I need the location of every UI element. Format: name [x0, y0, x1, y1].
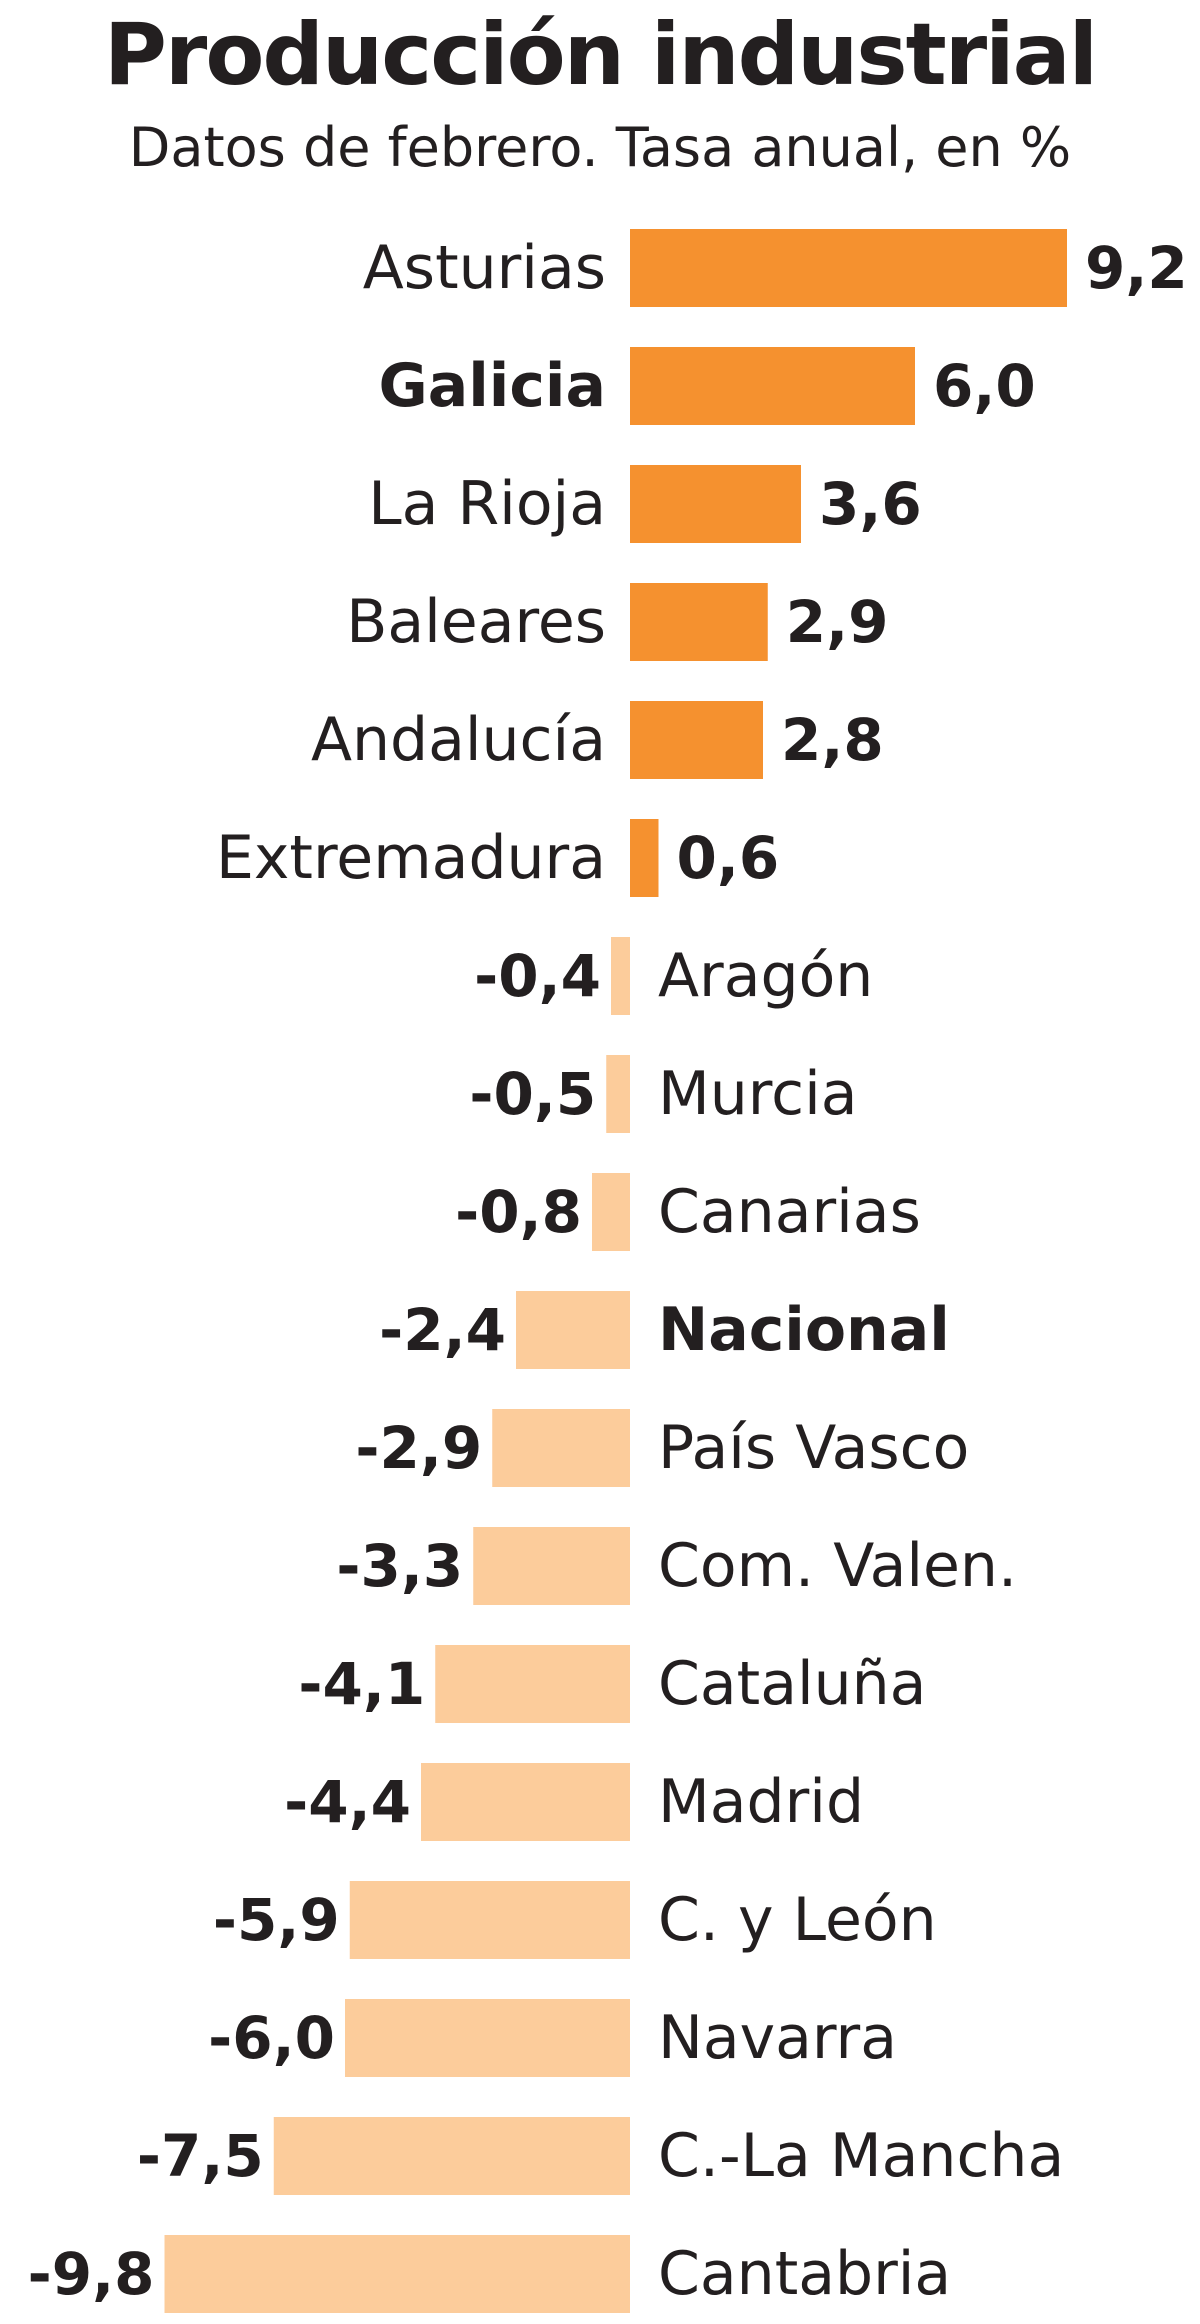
bar-extremadura: [630, 819, 659, 897]
bar-cantabria: [164, 2235, 630, 2313]
bar-asturias: [630, 229, 1067, 307]
value-label: 0,6: [677, 824, 780, 892]
bar-andaluc-a: [630, 701, 763, 779]
category-label: Extremadura: [216, 823, 606, 893]
category-label: Galicia: [379, 351, 607, 421]
category-label: Asturias: [363, 233, 606, 303]
category-label: Cantabria: [658, 2239, 951, 2309]
bar-nacional: [516, 1291, 630, 1369]
bar-madrid: [421, 1763, 630, 1841]
value-label: -4,4: [284, 1768, 411, 1836]
value-label: -2,4: [379, 1296, 506, 1364]
category-label: Nacional: [658, 1295, 950, 1365]
value-label: -0,4: [474, 942, 601, 1010]
category-label: Aragón: [658, 941, 873, 1011]
chart-title: Producción industrial: [103, 5, 1098, 105]
value-label: -3,3: [336, 1532, 463, 1600]
value-label: 2,9: [786, 588, 889, 656]
bar-arag-n: [611, 937, 630, 1015]
category-label: Baleares: [346, 587, 606, 657]
category-label: Canarias: [658, 1177, 921, 1247]
value-label: -4,1: [298, 1650, 425, 1718]
chart-subtitle: Datos de febrero. Tasa anual, en %: [128, 116, 1072, 179]
value-label: -5,9: [213, 1886, 340, 1954]
category-label: País Vasco: [658, 1413, 969, 1483]
value-label: -7,5: [137, 2122, 264, 2190]
value-label: 6,0: [933, 352, 1036, 420]
value-label: -6,0: [208, 2004, 335, 2072]
value-label: 3,6: [819, 470, 922, 538]
category-label: Navarra: [658, 2003, 897, 2073]
value-label: -0,5: [469, 1060, 596, 1128]
value-label: 2,8: [781, 706, 884, 774]
category-label: La Rioja: [368, 469, 606, 539]
category-label: C. y León: [658, 1885, 937, 1955]
bar-com-valen-: [473, 1527, 630, 1605]
value-label: -2,9: [355, 1414, 482, 1482]
category-label: C.-La Mancha: [658, 2121, 1064, 2191]
category-label: Com. Valen.: [658, 1531, 1017, 1601]
bar-pa-s-vasco: [492, 1409, 630, 1487]
bar-murcia: [606, 1055, 630, 1133]
category-label: Murcia: [658, 1059, 858, 1129]
bar-catalu-a: [435, 1645, 630, 1723]
value-label: -9,8: [28, 2240, 155, 2308]
category-label: Madrid: [658, 1767, 864, 1837]
bar-navarra: [345, 1999, 630, 2077]
bar-c-y-le-n: [349, 1881, 630, 1959]
bar-la-rioja: [630, 465, 801, 543]
bar-canarias: [592, 1173, 630, 1251]
value-label: 9,2: [1085, 234, 1188, 302]
category-label: Cataluña: [658, 1649, 926, 1719]
bar-baleares: [630, 583, 768, 661]
bar-c-la-mancha: [273, 2117, 630, 2195]
bar-galicia: [630, 347, 915, 425]
category-label: Andalucía: [311, 705, 606, 775]
value-label: -0,8: [455, 1178, 582, 1246]
